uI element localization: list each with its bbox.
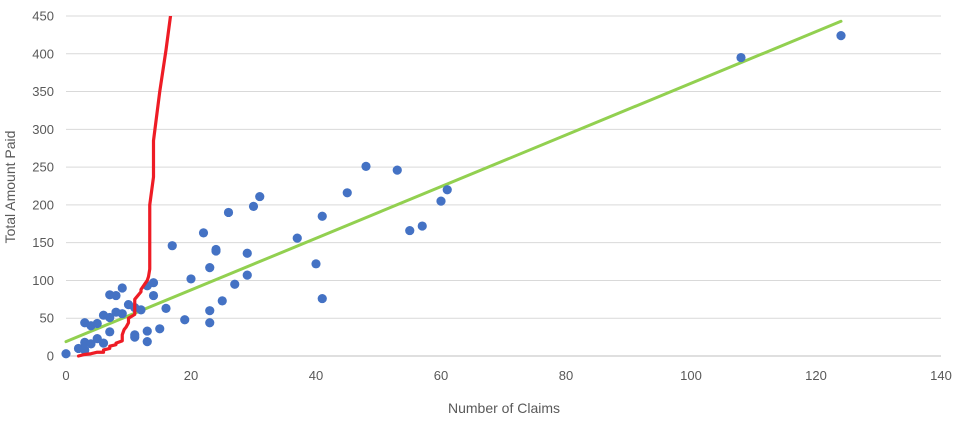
- y-tick-label: 150: [32, 235, 54, 250]
- data-point: [142, 337, 152, 347]
- data-point: [98, 338, 109, 348]
- red-curve-line: [76, 16, 173, 358]
- data-point: [148, 278, 159, 288]
- y-tick-label: 100: [32, 273, 54, 288]
- data-point: [142, 326, 152, 336]
- data-point: [136, 305, 146, 315]
- data-point: [86, 339, 96, 349]
- data-point: [317, 293, 327, 304]
- data-point: [205, 263, 215, 273]
- y-tick-label: 400: [32, 46, 54, 61]
- y-tick-label: 200: [32, 197, 54, 212]
- data-point: [105, 327, 115, 337]
- data-point: [292, 233, 302, 243]
- y-tick-label: 50: [40, 311, 54, 326]
- data-point: [361, 161, 371, 171]
- data-point: [836, 31, 846, 41]
- data-point: [198, 228, 209, 238]
- data-point: [392, 165, 402, 175]
- data-point: [130, 330, 140, 340]
- x-tick-label: 120: [805, 368, 827, 383]
- y-tick-label: 250: [32, 160, 54, 175]
- data-point: [80, 345, 90, 355]
- x-tick-label: 60: [434, 368, 448, 383]
- y-tick-label: 450: [32, 9, 54, 24]
- x-tick-label: 140: [930, 368, 952, 383]
- x-tick-label: 40: [309, 368, 323, 383]
- data-point: [442, 185, 452, 195]
- data-point: [111, 290, 121, 301]
- data-point: [211, 244, 221, 255]
- y-tick-label: 0: [47, 349, 54, 364]
- x-axis-title: Number of Claims: [448, 400, 560, 416]
- data-point: [317, 211, 327, 221]
- data-point: [155, 324, 165, 334]
- x-tick-label: 0: [62, 368, 69, 383]
- x-tick-label: 100: [680, 368, 702, 383]
- data-point: [311, 259, 321, 269]
- x-tick-label: 20: [184, 368, 198, 383]
- data-point: [186, 274, 196, 284]
- data-point: [436, 196, 446, 206]
- gridlines: [66, 15, 941, 319]
- data-point: [217, 296, 227, 306]
- data-point: [242, 270, 252, 280]
- data-point: [92, 318, 102, 329]
- data-point: [342, 188, 352, 198]
- data-point: [117, 283, 127, 293]
- data-point: [405, 225, 415, 236]
- data-point: [117, 309, 127, 319]
- data-point: [61, 349, 71, 359]
- data-point: [255, 191, 265, 202]
- data-point: [161, 303, 171, 313]
- y-tick-label: 300: [32, 122, 54, 137]
- trend-line: [64, 19, 843, 344]
- data-point: [230, 279, 240, 289]
- data-point: [167, 241, 177, 251]
- labels: 0 50 100 150 200 250 300 350 400 450 0 20 40 60 80 100 1…: [32, 9, 952, 384]
- data-point: [205, 306, 215, 316]
- x-tick-label: 80: [559, 368, 573, 383]
- y-axis-title: Total Amount Paid: [2, 131, 18, 244]
- y-tick-label: 350: [32, 84, 54, 99]
- data-point: [242, 248, 252, 258]
- data-point: [180, 315, 190, 325]
- data-point: [148, 290, 159, 301]
- data-point: [223, 207, 234, 218]
- data-point: [417, 221, 427, 231]
- data-point: [105, 312, 115, 323]
- series: [61, 16, 846, 359]
- data-point: [205, 318, 215, 328]
- data-point: [248, 201, 259, 211]
- data-point: [736, 52, 746, 63]
